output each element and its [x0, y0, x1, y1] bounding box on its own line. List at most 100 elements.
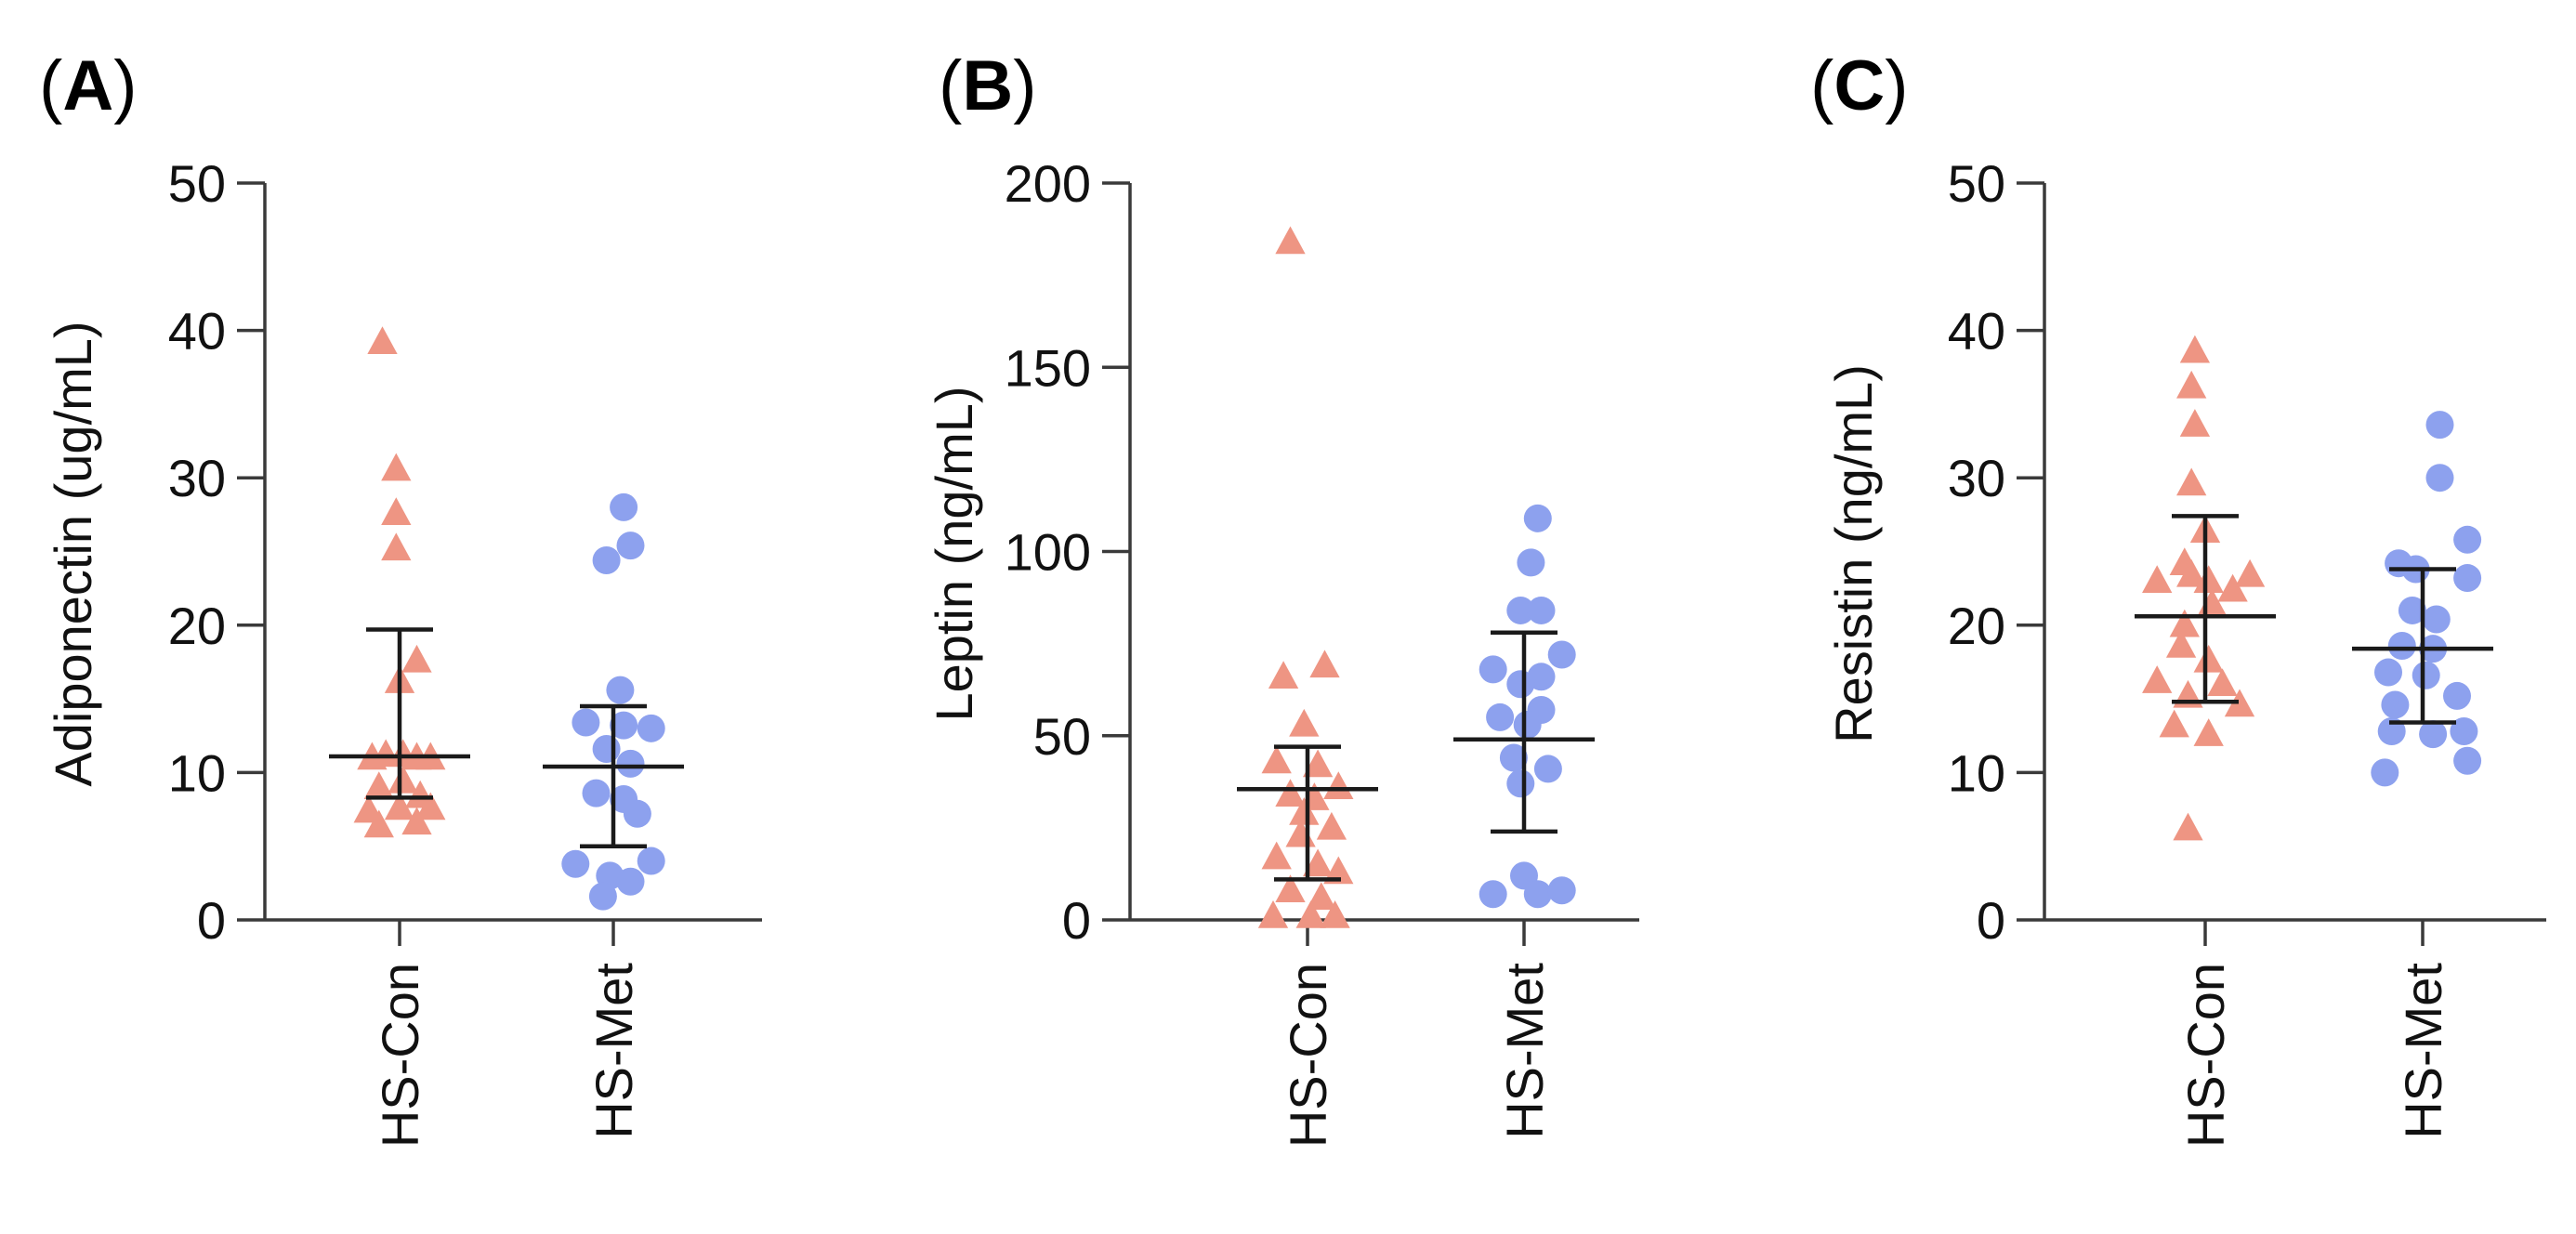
panel-b-point-hscon — [1257, 900, 1289, 928]
panel-b-ylabel: Leptin (ng/mL) — [925, 386, 983, 721]
panel-c-point-hsmet — [2425, 464, 2454, 492]
panel-a-point-hsmet — [572, 708, 600, 737]
panel-a-point-hscon — [363, 809, 394, 838]
panel-c-point-hsmet — [2453, 564, 2482, 593]
panel-c: (C) Resistin (ng/mL) 0 10 20 30 40 50 HS-Con HS… — [1810, 46, 2546, 1148]
panel-b-point-hscon — [1323, 856, 1354, 885]
panel-a-point-hsmet — [606, 676, 635, 704]
panel-a-point-hscon — [381, 497, 412, 526]
panel-c-point-hscon — [2234, 558, 2266, 587]
panel-b-marks: 0 50 100 150 200 HS-Con HS-Met — [1005, 154, 1639, 1148]
panel-a-point-hscon — [381, 532, 412, 561]
panel-a-point-hscon — [388, 765, 418, 794]
panel-c-close-paren: ) — [1885, 46, 1908, 125]
panel-c-point-hsmet — [2443, 681, 2471, 710]
panel-a-point-hscon — [367, 326, 398, 355]
panel-c-point-hscon — [2176, 558, 2207, 587]
panel-c-point-hsmet — [2381, 690, 2410, 719]
panel-a-point-hsmet — [616, 749, 645, 778]
panel-a-y-tick-label: 10 — [168, 743, 226, 802]
panel-b-point-hsmet — [1547, 640, 1576, 669]
panel-c-point-hsmet — [2450, 716, 2478, 745]
panel-a-point-hscon — [381, 453, 412, 481]
panel-c-y-tick-label: 30 — [1948, 449, 2005, 507]
panel-b-point-hsmet — [1506, 670, 1535, 699]
panel-a-point-hscon — [401, 807, 432, 835]
panel-c-point-hsmet — [2398, 596, 2426, 624]
panel-c-point-hscon — [2176, 370, 2207, 399]
panel-b-point-hsmet — [1513, 710, 1542, 739]
panel-c-point-hsmet — [2425, 411, 2454, 440]
panel-c-point-hsmet — [2422, 605, 2451, 634]
panel-a-point-hsmet — [623, 799, 651, 828]
panel-b: (B) Leptin (ng/mL) 0 50 100 150 200 HS-Con HS-… — [925, 46, 1639, 1148]
panel-c-point-hscon — [2165, 630, 2197, 658]
panel-c-y-tick-label: 10 — [1948, 743, 2005, 802]
panel-c-point-hscon — [2224, 689, 2255, 717]
panel-c-point-hscon — [2193, 718, 2224, 746]
panel-b-y-tick-label: 150 — [1005, 338, 1091, 397]
panel-a-x-tick-label: HS-Con — [371, 963, 429, 1148]
panel-c-point-hsmet — [2453, 746, 2482, 775]
panel-c-point-hsmet — [2387, 632, 2416, 661]
panel-c-point-hsmet — [2453, 525, 2482, 554]
panel-a-marks: 0 10 20 30 40 50 HS-Con HS-Met — [168, 154, 762, 1148]
panel-b-point-hsmet — [1517, 548, 1545, 577]
panel-c-y-tick-label: 50 — [1948, 154, 2005, 213]
panel-a-y-tick-label: 50 — [168, 154, 226, 213]
panel-b-x-tick-label: HS-Met — [1495, 963, 1554, 1139]
panel-a: (A) Adiponectin (ug/mL) 0 10 20 30 40 50 HS-Co… — [39, 46, 762, 1148]
panel-a-y-tick-label: 30 — [168, 449, 226, 507]
panel-c-point-hsmet — [2371, 758, 2399, 787]
panel-b-point-hscon — [1295, 900, 1326, 928]
panel-b-point-hscon — [1309, 650, 1340, 678]
panel-a-close-paren: ) — [113, 46, 137, 125]
panel-a-ylabel: Adiponectin (ug/mL) — [44, 321, 102, 786]
panel-c-point-hscon — [2179, 335, 2211, 363]
panel-c-letter: C — [1833, 46, 1885, 125]
panel-c-point-hscon — [2179, 409, 2211, 437]
panel-b-point-hscon — [1275, 226, 1306, 255]
panel-c-marks: 0 10 20 30 40 50 HS-Con HS-Met — [1948, 154, 2546, 1148]
panel-c-point-hscon — [2169, 609, 2200, 637]
panel-a-point-hsmet — [637, 714, 665, 742]
panel-a-point-hsmet — [616, 867, 645, 896]
panel-c-x-tick-label: HS-Met — [2394, 963, 2452, 1139]
panel-b-point-hscon — [1268, 661, 1299, 689]
panel-c-point-hscon — [2193, 644, 2224, 673]
panel-c-point-hscon — [2207, 668, 2238, 696]
panel-c-x-tick-label: HS-Con — [2176, 963, 2235, 1148]
panel-b-label: (B) — [939, 46, 1037, 125]
panel-b-point-hscon — [1316, 811, 1347, 840]
panel-a-open-paren: ( — [39, 46, 62, 125]
panel-a-point-hscon — [363, 771, 394, 800]
panel-b-y-tick-label: 100 — [1005, 523, 1091, 582]
panel-b-point-hscon — [1306, 882, 1336, 910]
panel-b-point-hsmet — [1499, 743, 1528, 772]
panel-a-x-tick-label: HS-Met — [585, 963, 643, 1139]
panel-b-point-hsmet — [1523, 880, 1552, 909]
panel-a-point-hsmet — [637, 847, 665, 875]
panel-c-ylabel: Resistin (ng/mL) — [1824, 364, 1883, 743]
panel-c-y-tick-label: 40 — [1948, 302, 2005, 361]
panel-c-point-hscon — [2193, 565, 2224, 593]
panel-b-point-hsmet — [1527, 596, 1556, 624]
panel-b-point-hscon — [1275, 779, 1306, 807]
panel-a-y-tick-label: 40 — [168, 302, 226, 361]
panel-b-point-hscon — [1261, 841, 1292, 870]
panel-b-close-paren: ) — [1013, 46, 1036, 125]
panel-b-x-tick-label: HS-Con — [1279, 963, 1337, 1148]
panel-c-point-hscon — [2142, 565, 2173, 593]
panel-b-point-hsmet — [1479, 655, 1507, 684]
panel-b-point-hsmet — [1506, 596, 1535, 624]
panel-a-label: (A) — [39, 46, 138, 125]
panel-b-point-hscon — [1302, 749, 1334, 778]
panel-b-point-hscon — [1323, 771, 1354, 800]
panel-c-point-hsmet — [2374, 658, 2402, 687]
panel-a-point-hscon — [415, 792, 446, 820]
panel-c-point-hsmet — [2419, 720, 2448, 749]
panel-a-point-hsmet — [616, 532, 645, 560]
panel-b-point-hsmet — [1486, 702, 1515, 731]
panel-b-point-hscon — [1275, 874, 1306, 903]
panel-a-point-hscon — [401, 644, 432, 673]
